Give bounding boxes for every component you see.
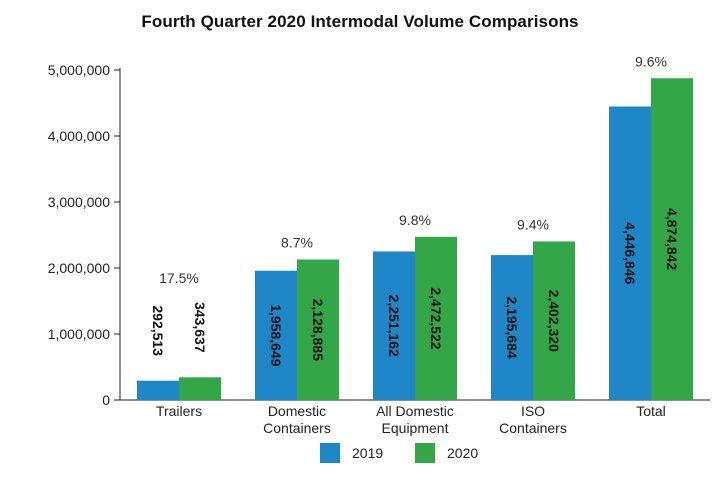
bar-2019: [255, 270, 297, 400]
data-label-2019: 2,251,162: [386, 295, 402, 357]
y-tick-label: 3,000,000: [48, 194, 110, 210]
data-label-2020: 2,128,885: [310, 299, 326, 361]
data-label-2020: 4,874,842: [664, 208, 680, 270]
x-tick-label: All Domestic: [376, 403, 454, 419]
bar-2020: [651, 78, 693, 400]
data-label-2019: 4,446,846: [622, 222, 638, 284]
data-label-2019: 2,195,684: [504, 296, 520, 358]
change-label: 9.6%: [635, 53, 667, 69]
x-tick-label: Total: [636, 403, 666, 419]
data-label-2020: 2,402,320: [546, 290, 562, 352]
x-tick-label: Trailers: [156, 403, 202, 419]
bar-2020: [297, 259, 339, 400]
legend-label-2020: 2020: [447, 445, 478, 461]
bar-2020: [415, 236, 457, 400]
data-label-2020: 2,472,522: [428, 287, 444, 349]
bar-2020: [533, 241, 575, 400]
y-tick-label: 2,000,000: [48, 260, 110, 276]
y-tick-label: 1,000,000: [48, 326, 110, 342]
chart-title: Fourth Quarter 2020 Intermodal Volume Co…: [141, 12, 579, 31]
change-label: 9.4%: [517, 216, 549, 232]
x-tick-label: Containers: [499, 420, 567, 436]
bar-2019: [137, 380, 179, 400]
y-tick-label: 0: [102, 392, 110, 408]
legend-label-2019: 2019: [352, 445, 383, 461]
x-tick-label: Containers: [263, 420, 331, 436]
data-label-2020: 343,637: [192, 302, 208, 353]
x-tick-label: Domestic: [268, 403, 326, 419]
x-tick-label: ISO: [521, 403, 545, 419]
bar-2019: [491, 255, 533, 400]
y-tick-label: 5,000,000: [48, 62, 110, 78]
y-tick-label: 4,000,000: [48, 128, 110, 144]
change-label: 8.7%: [281, 234, 313, 250]
bar-2020: [179, 377, 221, 400]
legend-swatch-2019: [320, 443, 340, 463]
x-tick-label: Equipment: [382, 420, 449, 436]
bar-2019: [373, 251, 415, 400]
data-label-2019: 292,513: [150, 305, 166, 356]
bar-2019: [609, 106, 651, 400]
legend-swatch-2020: [415, 443, 435, 463]
change-label: 17.5%: [159, 270, 199, 286]
data-label-2019: 1,958,649: [268, 304, 284, 366]
change-label: 9.8%: [399, 212, 431, 228]
